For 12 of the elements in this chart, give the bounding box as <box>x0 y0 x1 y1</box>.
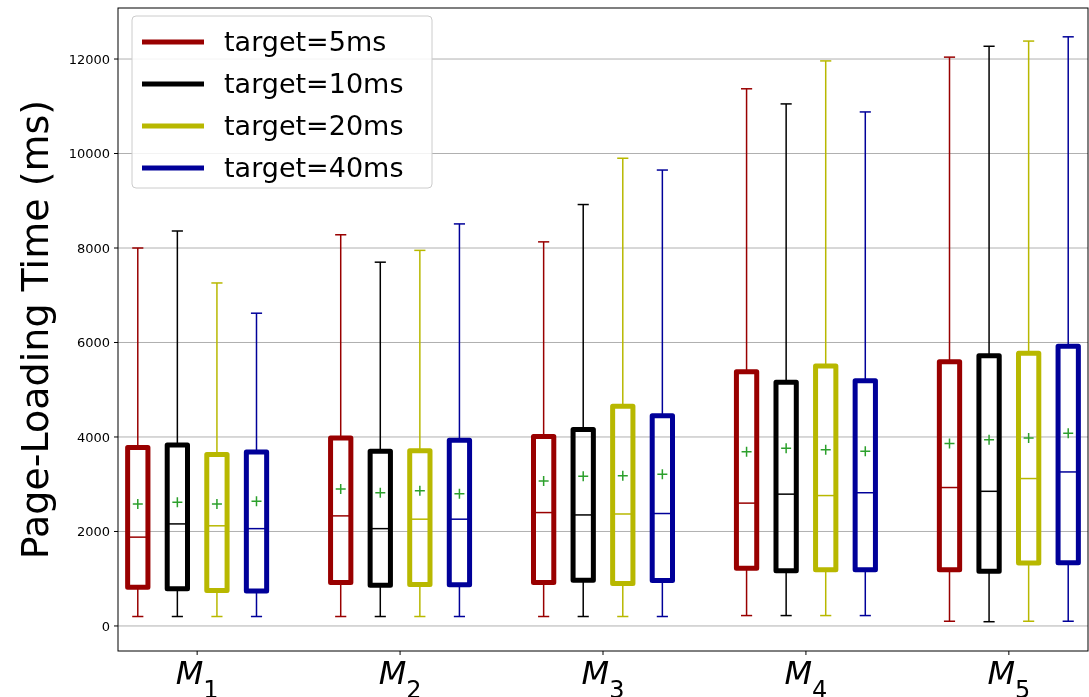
y-tick-label: 0 <box>101 618 110 634</box>
y-axis-title: Page-Loading Time (ms) <box>13 99 57 560</box>
y-tick-label: 8000 <box>76 240 110 256</box>
y-tick-label: 6000 <box>76 335 110 351</box>
legend-label: target=40ms <box>224 152 404 184</box>
y-tick-label: 10000 <box>68 146 110 162</box>
legend-label: target=20ms <box>224 110 404 142</box>
legend-label: target=10ms <box>224 68 404 100</box>
y-tick-label: 4000 <box>76 429 110 445</box>
y-tick-label: 12000 <box>68 51 110 67</box>
y-tick-label: 2000 <box>76 524 110 540</box>
legend-label: target=5ms <box>224 26 387 58</box>
